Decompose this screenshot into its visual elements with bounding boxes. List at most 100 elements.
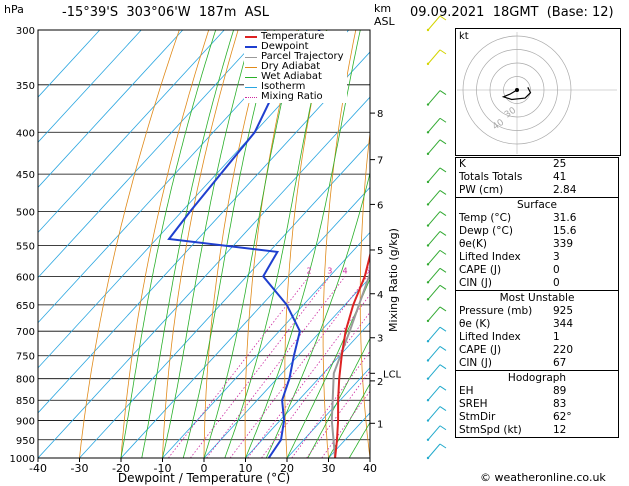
height-tick-label: 5 [377, 246, 383, 257]
mixing-ratio-line [306, 370, 370, 458]
pressure-tick-label: 800 [16, 375, 35, 386]
legend-item: Parcel Trajectory [245, 52, 344, 62]
x-tick-label: 30 [322, 462, 336, 475]
most-unstable-row-label: θe (K) [459, 318, 491, 330]
wet-adiabat [307, 337, 370, 458]
hodograph-stat-row: SREH 83 [456, 398, 618, 411]
wet-adiabat [245, 30, 361, 458]
dry-adiabat [120, 30, 210, 458]
wind-barb [426, 267, 447, 284]
mixing-ratio-label: 6 [365, 266, 370, 275]
legend-swatch [245, 86, 257, 88]
hodograph-unit-label: kt [459, 31, 469, 42]
hodograph-stat-row-label: EH [459, 385, 474, 397]
isotherm [38, 30, 308, 324]
mixing-ratio-label: 4 [343, 266, 348, 275]
legend-swatch [245, 46, 257, 48]
isotherm [203, 276, 370, 458]
surface-row-label: CAPE (J) [459, 264, 502, 276]
mixing-ratio-label: 20 [434, 266, 444, 275]
wind-barb [426, 189, 447, 206]
pressure-tick-label: 900 [16, 417, 35, 428]
temperature-line [334, 251, 370, 458]
isotherm [162, 231, 370, 458]
mixing-ratio-label: 3 [327, 266, 332, 275]
isotherm [38, 30, 142, 143]
wind-barb [426, 385, 447, 402]
most-unstable-row-value: 67 [553, 357, 567, 369]
wind-barb [426, 15, 447, 32]
wind-barb [426, 167, 447, 184]
mixing-ratio-line [261, 311, 370, 458]
wind-barb [426, 306, 447, 323]
wind-barb [426, 49, 447, 66]
wind-barb [426, 443, 447, 460]
most-unstable-row-label: Pressure (mb) [459, 305, 533, 317]
wet-adiabat [203, 30, 300, 458]
k-index-label: K [459, 158, 466, 170]
wind-barb [426, 117, 447, 134]
surface-row-value: 0 [553, 277, 560, 289]
wind-barb [426, 211, 447, 227]
hodograph-stat-row: EH 89 [456, 385, 618, 398]
wind-barb [426, 346, 447, 362]
legend-swatch [245, 36, 257, 38]
height-tick-label: 6 [377, 200, 383, 211]
legend-item: Wet Adiabat [245, 72, 344, 82]
legend-item: Isotherm [245, 82, 344, 92]
totals-totals-label: Totals Totals [459, 171, 523, 183]
surface-row-label: θe(K) [459, 238, 487, 250]
wet-adiabat [120, 30, 217, 458]
mixing-ratio-line [190, 276, 331, 458]
pw-label: PW (cm) [459, 184, 504, 196]
isotherm [286, 367, 370, 458]
pressure-tick-label: 950 [16, 436, 35, 447]
legend-label: Dewpoint [261, 41, 309, 52]
surface-row: θe(K) 339 [456, 238, 618, 251]
dry-adiabat [203, 30, 268, 458]
height-tick-label: 4 [377, 290, 383, 301]
most-unstable-row-label: CIN (J) [459, 357, 492, 369]
most-unstable-row: CIN (J) 67 [456, 357, 618, 370]
most-unstable-row-value: 925 [553, 305, 574, 317]
hodograph-stat-row-value: 83 [553, 398, 567, 410]
x-tick-label: 10 [239, 462, 253, 475]
legend-label: Mixing Ratio [261, 91, 323, 102]
dewpoint-line [167, 30, 321, 458]
isotherm [38, 30, 184, 188]
surface-row-value: 31.6 [553, 212, 577, 224]
pw-row: PW (cm) 2.84 [456, 184, 618, 197]
wind-barb [426, 425, 447, 441]
most-unstable-row-value: 1 [553, 331, 560, 343]
pressure-unit: hPa [4, 3, 24, 16]
totals-totals-value: 41 [553, 171, 567, 183]
isotherm [38, 30, 267, 279]
mixing-ratio-line [291, 350, 370, 458]
y-axis-right-label: Mixing Ratio (g/kg) [387, 228, 400, 332]
wet-adiabat [182, 30, 275, 458]
pressure-tick-label: 850 [16, 396, 35, 407]
surface-row-label: CIN (J) [459, 277, 492, 289]
mixing-ratio-line [206, 276, 346, 458]
most-unstable-row: Pressure (mb) 925 [456, 305, 618, 318]
wet-adiabat [224, 30, 328, 458]
most-unstable-title: Most Unstable [499, 292, 575, 304]
height-tick-label: 8 [377, 109, 383, 120]
mixing-ratio-label: 2 [306, 266, 311, 275]
storm-motion-marker [515, 88, 519, 92]
dry-adiabat [162, 30, 239, 458]
dry-adiabat [621, 30, 629, 458]
surface-row-value: 0 [553, 264, 560, 276]
most-unstable-row: CAPE (J) 220 [456, 344, 618, 357]
x-tick-label: 40 [363, 462, 377, 475]
surface-row: Temp (°C) 31.6 [456, 212, 618, 225]
surface-row: CIN (J) 0 [456, 277, 618, 290]
surface-row: Dewp (°C) 15.6 [456, 225, 618, 238]
hodograph-stat-row-value: 12 [553, 424, 567, 436]
wind-barb [426, 231, 447, 247]
wet-adiabat [141, 30, 234, 458]
dry-adiabat [79, 30, 180, 458]
wind-barb [426, 139, 447, 156]
pressure-tick-label: 600 [16, 272, 35, 283]
isotherm [120, 186, 370, 458]
